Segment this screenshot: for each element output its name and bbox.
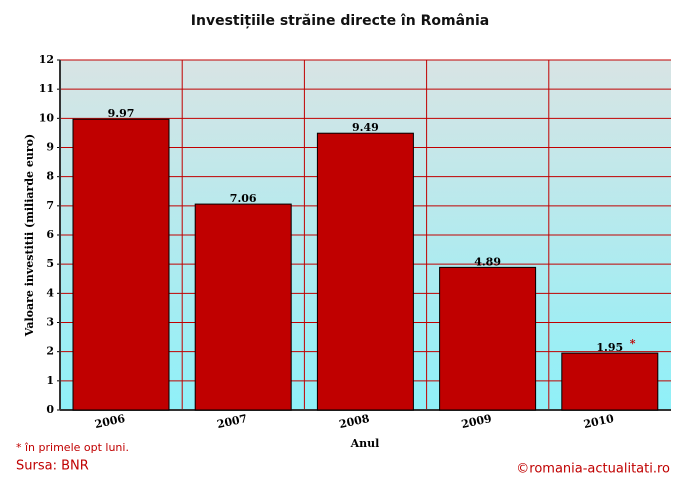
value-label: 7.06: [230, 192, 257, 205]
y-tick-label: 6: [46, 228, 54, 241]
x-tick-label: 2007: [216, 412, 249, 431]
annotation: *: [630, 337, 636, 350]
x-tick-label: 2009: [460, 412, 493, 431]
x-tick-label: 2006: [94, 412, 127, 431]
y-tick-label: 5: [46, 257, 54, 270]
x-tick-label: 2008: [338, 412, 371, 431]
value-label: 4.89: [474, 255, 501, 268]
value-label: 9.97: [108, 107, 135, 120]
x-axis-label: Anul: [350, 437, 380, 450]
bar: [316, 132, 414, 411]
y-tick-label: 1: [46, 374, 54, 387]
y-axis-label: Valoare investitii (miliarde euro): [23, 134, 36, 337]
y-tick-label: 11: [39, 82, 54, 95]
credit: ©romania-actualitati.ro: [516, 462, 670, 477]
value-label: 1.95: [596, 341, 623, 354]
y-tick-label: 3: [46, 316, 54, 329]
bar: [561, 352, 659, 411]
bar: [439, 266, 537, 411]
bar: [72, 118, 170, 411]
y-tick-label: 7: [46, 199, 54, 212]
x-tick-label: 2010: [582, 412, 615, 431]
y-tick-label: 12: [39, 53, 54, 66]
y-tick-label: 2: [46, 345, 54, 358]
footnote: * în primele opt luni.: [16, 441, 129, 454]
y-tick-label: 4: [46, 286, 54, 299]
y-tick-label: 10: [39, 111, 55, 124]
bar: [194, 203, 292, 411]
y-tick-label: 8: [46, 170, 54, 183]
chart-title: Investițiile străine directe în România: [191, 13, 489, 29]
y-tick-label: 0: [46, 403, 54, 416]
value-label: 9.49: [352, 121, 379, 134]
source: Sursa: BNR: [16, 459, 89, 474]
y-tick-label: 9: [46, 141, 54, 154]
